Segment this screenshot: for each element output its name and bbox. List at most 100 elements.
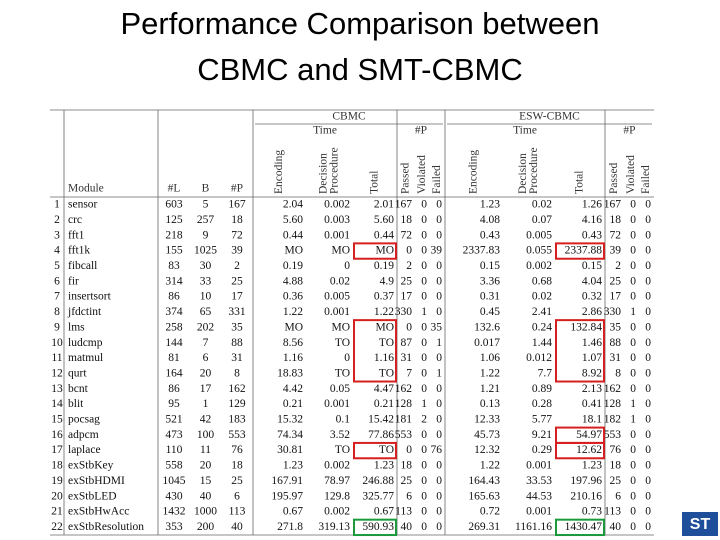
table-cell: 319.13 bbox=[318, 521, 350, 533]
time-header: Time bbox=[513, 125, 537, 137]
table-cell: 0 bbox=[630, 475, 636, 487]
table-cell: 25 bbox=[401, 475, 413, 487]
table-cell: 1.44 bbox=[532, 337, 552, 349]
table-cell: 0 bbox=[421, 367, 427, 379]
table-cell: 183 bbox=[228, 414, 246, 426]
slide-title: Performance Comparison between bbox=[120, 6, 599, 41]
table-cell: 2 bbox=[234, 260, 240, 272]
table-cell: 2 bbox=[421, 414, 427, 426]
table-cell: 0 bbox=[630, 444, 636, 456]
table-cell: 0.32 bbox=[582, 291, 602, 303]
row-number: 1 bbox=[54, 199, 60, 211]
table-cell: 473 bbox=[165, 429, 183, 441]
table-cell: 1 bbox=[630, 398, 636, 410]
table-cell: 0.003 bbox=[324, 214, 350, 226]
table-cell: 1.16 bbox=[283, 352, 303, 364]
table-cell: 95 bbox=[168, 398, 180, 410]
table-cell: 35 bbox=[231, 321, 243, 333]
highlight-box bbox=[555, 319, 605, 383]
row-number: 5 bbox=[54, 260, 60, 272]
module-name: insertsort bbox=[68, 291, 112, 303]
table-cell: 128 bbox=[395, 398, 413, 410]
table-cell: 1 bbox=[421, 306, 427, 318]
table-cell: 0.43 bbox=[480, 229, 500, 241]
table-cell: 330 bbox=[604, 306, 622, 318]
table-cell: 17 bbox=[231, 291, 243, 303]
table-cell: 39 bbox=[231, 245, 243, 257]
table-cell: 0 bbox=[645, 352, 651, 364]
table-cell: 0 bbox=[645, 475, 651, 487]
table-cell: 0 bbox=[436, 383, 442, 395]
column-header: Decision bbox=[517, 153, 529, 194]
table-cell: 0.19 bbox=[374, 260, 394, 272]
table-cell: 553 bbox=[604, 429, 622, 441]
module-name: exStbKey bbox=[68, 460, 114, 472]
table-cell: 0.002 bbox=[324, 199, 350, 211]
table-cell: 20 bbox=[200, 367, 212, 379]
table-cell: 5.60 bbox=[374, 214, 394, 226]
table-cell: 0 bbox=[436, 199, 442, 211]
table-cell: 18 bbox=[231, 214, 243, 226]
module-name: exStbHwAcc bbox=[68, 506, 129, 518]
table-cell: 0 bbox=[645, 245, 651, 257]
row-number: 7 bbox=[54, 291, 60, 303]
table-cell: 0.73 bbox=[582, 506, 602, 518]
table-cell: 40 bbox=[200, 490, 212, 502]
column-header: Failed bbox=[640, 165, 652, 194]
table-cell: 1 bbox=[436, 337, 442, 349]
table-cell: 0 bbox=[645, 214, 651, 226]
table-cell: 0 bbox=[630, 383, 636, 395]
props-header: #P bbox=[415, 125, 427, 137]
table-cell: 0 bbox=[645, 444, 651, 456]
table-cell: 4.42 bbox=[283, 383, 303, 395]
table-cell: 10 bbox=[200, 291, 212, 303]
table-cell: 17 bbox=[610, 291, 622, 303]
module-name: fft1k bbox=[68, 245, 90, 257]
table-cell: 65 bbox=[200, 306, 212, 318]
table-cell: 0.72 bbox=[480, 506, 500, 518]
table-cell: 54.97 bbox=[576, 429, 602, 441]
table-cell: 1.23 bbox=[582, 460, 602, 472]
table-cell: 0 bbox=[645, 275, 651, 287]
table-cell: 167 bbox=[604, 199, 622, 211]
table-cell: 0.21 bbox=[374, 398, 394, 410]
table-cell: 0.001 bbox=[324, 398, 350, 410]
table-cell: 0 bbox=[645, 429, 651, 441]
table-cell: 17 bbox=[200, 383, 212, 395]
logo-box bbox=[682, 512, 718, 536]
table-cell: 39 bbox=[431, 245, 443, 257]
table-cell: 0 bbox=[421, 475, 427, 487]
table-cell: 0 bbox=[421, 506, 427, 518]
table-cell: 45.73 bbox=[474, 429, 500, 441]
table-cell: 4.16 bbox=[582, 214, 602, 226]
table-cell: 314 bbox=[165, 275, 183, 287]
table-cell: 271.8 bbox=[277, 521, 303, 533]
table-cell: 1.21 bbox=[480, 383, 500, 395]
table-cell: 0 bbox=[645, 367, 651, 379]
table-cell: 33 bbox=[200, 275, 212, 287]
table-cell: 0 bbox=[645, 306, 651, 318]
table-cell: 0 bbox=[421, 352, 427, 364]
table-cell: 1432 bbox=[163, 506, 186, 518]
table-cell: 0 bbox=[421, 260, 427, 272]
table-cell: 0.67 bbox=[283, 506, 303, 518]
table-cell: 113 bbox=[229, 506, 246, 518]
table-cell: 1430.47 bbox=[565, 521, 603, 533]
table-cell: 25 bbox=[610, 475, 622, 487]
table-cell: 72 bbox=[610, 229, 622, 241]
table-cell: 553 bbox=[395, 429, 413, 441]
table-cell: 0.005 bbox=[526, 229, 552, 241]
table-cell: 40 bbox=[610, 521, 622, 533]
module-name: fft1 bbox=[68, 229, 85, 241]
table-cell: 0.02 bbox=[330, 275, 350, 287]
table-cell: 0 bbox=[436, 429, 442, 441]
table-cell: 165.63 bbox=[468, 490, 500, 502]
table-cell: 0.44 bbox=[283, 229, 303, 241]
module-name: adpcm bbox=[68, 429, 99, 441]
table-cell: 0.002 bbox=[324, 506, 350, 518]
table-cell: 0.02 bbox=[532, 291, 552, 303]
table-cell: 30 bbox=[200, 260, 212, 272]
table-cell: 1.22 bbox=[283, 306, 303, 318]
table-cell: 0 bbox=[436, 229, 442, 241]
table-cell: 25 bbox=[231, 275, 243, 287]
